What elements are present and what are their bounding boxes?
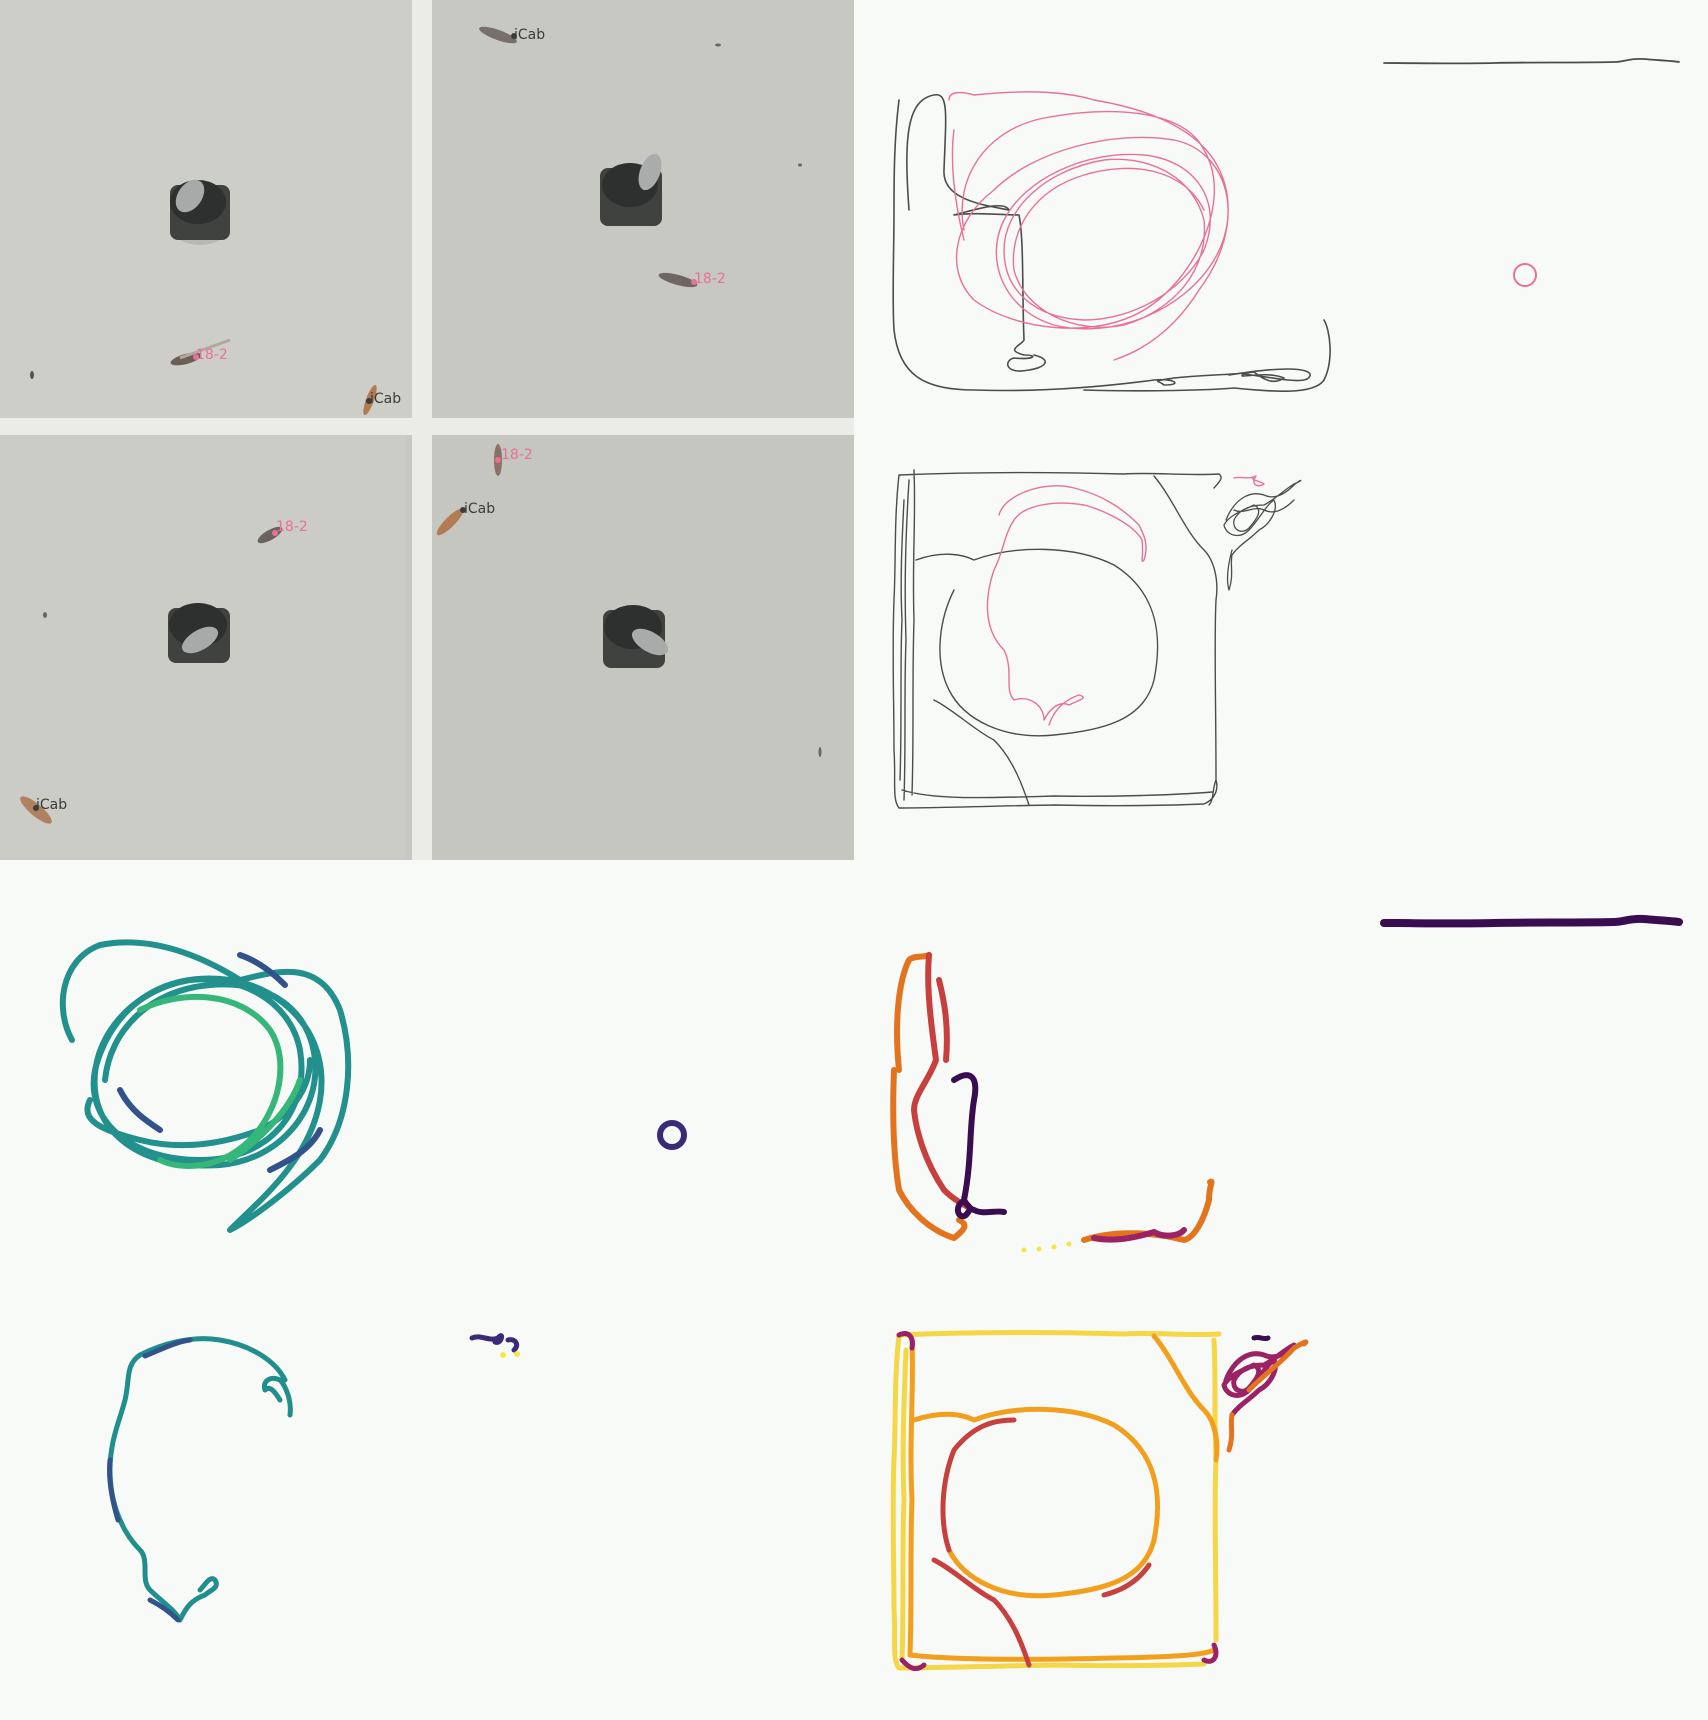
speed-track-tank3 xyxy=(107,1336,293,1623)
track-18-2-tank2 xyxy=(1513,263,1537,287)
track-icab-tank2 xyxy=(1383,57,1680,65)
tank-photo xyxy=(0,0,854,860)
cylinder-object-tl xyxy=(170,179,230,245)
speed-track-tank1-fast xyxy=(137,993,303,1169)
fish-label-18-2-3: 18-2 xyxy=(276,519,308,535)
fish-label-icab-2: iCab xyxy=(370,391,402,407)
speed-track-inferno-tank3-edges xyxy=(890,1330,1222,1671)
fish-label-18-2-2: 18-2 xyxy=(694,271,726,287)
tracking-markers xyxy=(33,33,697,811)
speed-track-inferno-tank4-fast xyxy=(1226,1339,1309,1453)
speed-track-inferno-tank4-slow xyxy=(1251,1334,1271,1342)
trajectory-panel-by-strain xyxy=(854,0,1708,860)
track-icab-tank1 xyxy=(892,94,1331,393)
speed-track-inferno-tank3-slow xyxy=(931,1417,1152,1668)
trajectory-panel-speed-strain-b xyxy=(0,860,854,1720)
cylinder-object-tr xyxy=(600,153,662,226)
track-icab-tank4 xyxy=(1223,479,1302,591)
speed-track-inferno-tank1-bottom-slow xyxy=(1091,1227,1187,1243)
fish-label-icab-1: iCab xyxy=(514,27,546,43)
trajectory-plot-speed-viridis xyxy=(59,939,687,1623)
tank-divider-horizontal xyxy=(0,418,854,435)
speed-track-tank4-points xyxy=(500,1351,520,1358)
trajectory-plot-by-strain xyxy=(892,57,1680,809)
speed-track-inferno-tank1-points xyxy=(1021,1241,1072,1253)
fish-label-18-2-1: 18-2 xyxy=(196,347,228,363)
fish-label-icab-4: iCab xyxy=(36,797,68,813)
speed-track-inferno-tank1-slow xyxy=(951,1072,1007,1220)
cylinder-object-bl xyxy=(168,603,230,663)
speed-track-inferno-tank3-corner-slow xyxy=(896,1331,1219,1672)
speed-track-tank3-slow xyxy=(107,1337,193,1623)
speed-track-tank1-slow xyxy=(117,952,323,1173)
track-18-2-tank1 xyxy=(948,91,1229,361)
speed-track-inferno-tank1-outer xyxy=(890,952,968,1241)
trajectory-panel-speed-strain-a xyxy=(854,860,1708,1720)
speed-track-inferno-tank1-mid xyxy=(911,952,977,1213)
speed-track-tank2 xyxy=(657,1120,687,1150)
track-18-2-tank4 xyxy=(1233,475,1265,487)
track-18-2-tank3 xyxy=(986,485,1147,726)
fish-label-icab-3: iCab xyxy=(464,501,496,517)
speed-track-tank1 xyxy=(59,939,352,1233)
video-frame: iCab 18-2 iCab 18-2 18-2 18-2 iCab iCab xyxy=(0,0,854,860)
speed-track-inferno-line xyxy=(1380,914,1683,928)
cylinder-object-br xyxy=(603,605,669,668)
speed-track-tank4 xyxy=(469,1333,520,1353)
speed-track-inferno-tank1-bottom xyxy=(1081,1178,1215,1243)
speed-track-inferno-tank3-mid xyxy=(907,1333,1220,1662)
track-icab-tank3 xyxy=(892,469,1222,809)
trajectory-plot-speed-inferno xyxy=(890,914,1683,1672)
fish-label-18-2-4: 18-2 xyxy=(501,447,533,463)
